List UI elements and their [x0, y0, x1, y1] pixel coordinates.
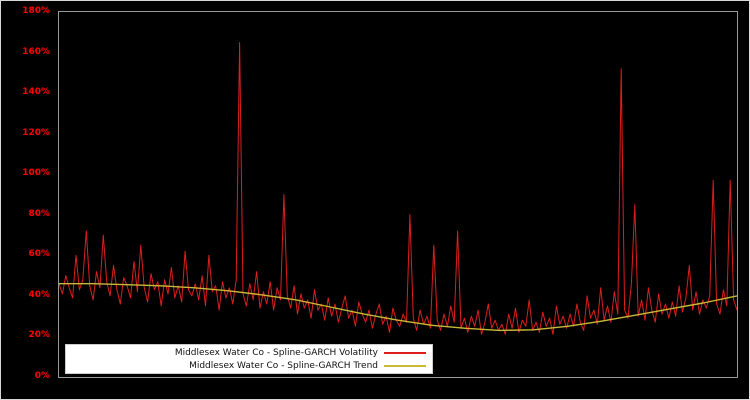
series-line-0	[59, 41, 737, 335]
y-tick-label: 60%	[28, 249, 50, 260]
y-tick-label: 140%	[22, 87, 50, 98]
y-tick-label: 180%	[22, 6, 50, 16]
y-tick-label: 120%	[22, 127, 50, 138]
series-line-1	[59, 283, 737, 332]
y-tick-label: 20%	[28, 330, 50, 341]
legend-line-sample-trend	[384, 364, 426, 367]
plot-area	[58, 11, 738, 378]
y-tick-label: 40%	[28, 289, 50, 300]
y-tick-label: 160%	[22, 46, 50, 57]
y-tick-label: 100%	[22, 168, 50, 179]
y-axis-tick-labels: 0% 20% 40% 60% 80% 100% 120% 140% 160% 180%	[1, 1, 53, 399]
y-tick-label: 0%	[34, 371, 50, 381]
legend: Middlesex Water Co - Spline-GARCH Volati…	[65, 344, 433, 374]
legend-label-volatility: Middlesex Water Co - Spline-GARCH Volati…	[174, 347, 378, 358]
legend-item-volatility: Middlesex Water Co - Spline-GARCH Volati…	[66, 346, 432, 359]
legend-line-sample-volatility	[384, 351, 426, 354]
legend-label-trend: Middlesex Water Co - Spline-GARCH Trend	[189, 360, 378, 371]
y-tick-label: 80%	[28, 208, 50, 219]
legend-item-trend: Middlesex Water Co - Spline-GARCH Trend	[66, 359, 432, 372]
chart-lines	[59, 41, 737, 335]
